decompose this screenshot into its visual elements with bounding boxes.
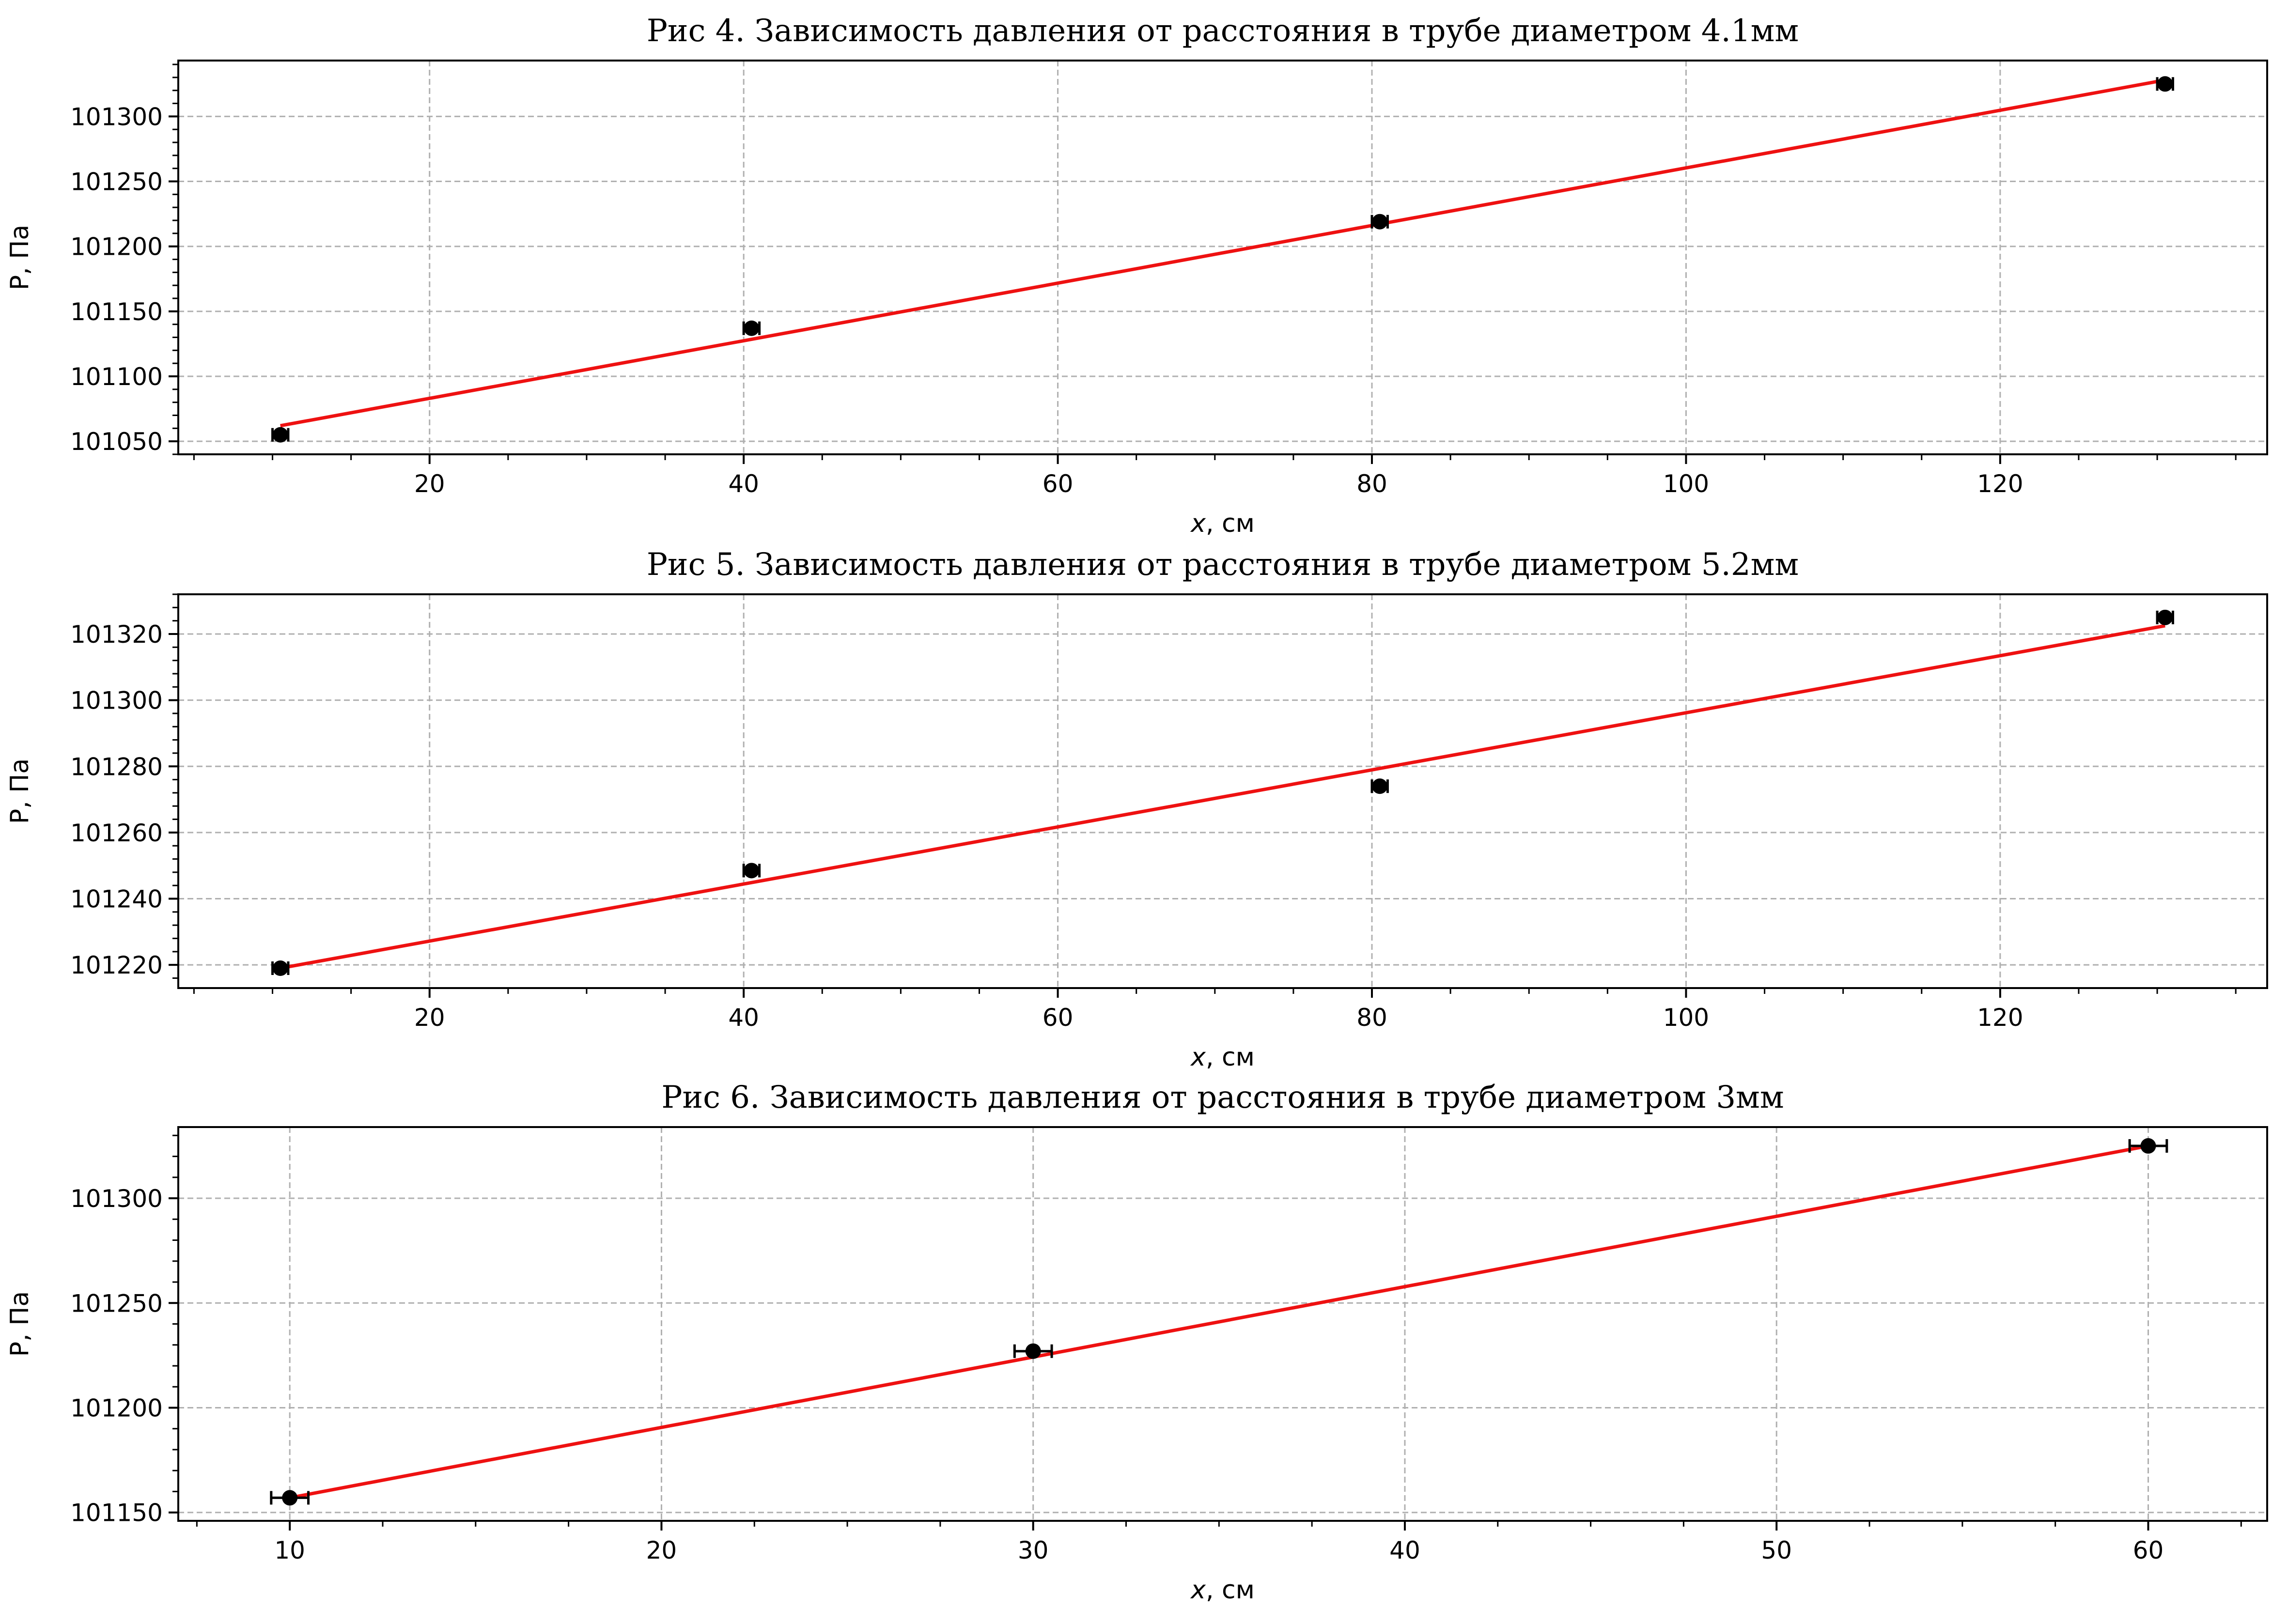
x-tick-label: 40 [728, 1004, 759, 1032]
y-tick-label: 101220 [70, 951, 163, 979]
data-point [2140, 1138, 2156, 1154]
y-tick-label: 101240 [70, 885, 163, 913]
x-tick-label: 20 [414, 1004, 445, 1032]
chart-panel-3: 10 20 30 40 50 60 101150 101200 101250 101300 Рис … [5, 1080, 2268, 1605]
data-point [282, 1490, 298, 1506]
x-tick-label: 50 [1761, 1536, 1792, 1564]
x-tick-label: 40 [728, 470, 759, 498]
x-tick-label: 100 [1663, 470, 1709, 498]
x-tick-label: 60 [2133, 1536, 2164, 1564]
data-point [1025, 1343, 1041, 1359]
y-tick-label: 101050 [70, 428, 163, 456]
fit-line [289, 1144, 2149, 1500]
x-axis-label-unit: , см [1206, 1576, 1255, 1605]
plot-frame [177, 593, 2268, 989]
data-point [272, 960, 288, 976]
x-tick-label: 20 [414, 470, 445, 498]
x-axis-label-variable: x [1190, 509, 1206, 538]
y-tick-label: 101300 [70, 1185, 163, 1213]
x-axis-label-unit: , см [1206, 509, 1255, 538]
chart-panel-2: 20 40 60 80 100 120 101220 101240 101260 101280 10… [5, 547, 2268, 1072]
data-point [1372, 778, 1388, 794]
y-tick-label: 101280 [70, 753, 163, 781]
x-tick-label: 60 [1043, 1004, 1074, 1032]
x-tick-label: 120 [1977, 1004, 2023, 1032]
y-tick-label: 101200 [70, 1394, 163, 1422]
y-tick-label: 101260 [70, 819, 163, 847]
x-tick-label: 20 [646, 1536, 677, 1564]
chart-title: Рис 4. Зависимость давления от расстояни… [647, 13, 1799, 49]
x-axis-label: x, см [1190, 509, 1255, 538]
x-tick-label: 30 [1018, 1536, 1049, 1564]
y-tick-label: 101250 [70, 1289, 163, 1317]
charts-container: 20 40 60 80 100 12010105010110010115010120010… [5, 13, 2268, 1605]
fit-line [280, 78, 2165, 428]
x-axis-label-variable: x [1190, 1043, 1206, 1072]
chart-title: Рис 5. Зависимость давления от расстояни… [647, 547, 1799, 583]
data-point [272, 427, 288, 443]
y-tick-label: 101320 [70, 620, 163, 649]
y-tick-label: 101300 [70, 103, 163, 131]
y-axis-label: P, Па [5, 1291, 34, 1357]
data-point [744, 863, 760, 879]
y-tick-label: 101100 [70, 363, 163, 391]
x-axis-label-variable: x [1190, 1576, 1206, 1605]
x-tick-label: 80 [1356, 1004, 1387, 1032]
x-axis-label-unit: , см [1206, 1043, 1255, 1072]
x-tick-label: 40 [1389, 1536, 1420, 1564]
fit-line [280, 624, 2165, 970]
data-point [1372, 214, 1388, 230]
data-point [744, 320, 760, 336]
plot-frame [177, 60, 2268, 455]
y-tick-label: 101300 [70, 687, 163, 715]
data-point [2157, 76, 2173, 92]
y-tick-label: 101250 [70, 168, 163, 196]
y-tick-label: 101150 [70, 298, 163, 326]
y-tick-label: 101150 [70, 1499, 163, 1527]
x-tick-label: 120 [1977, 470, 2023, 498]
x-axis-label: x, см [1190, 1043, 1255, 1072]
chart-title: Рис 6. Зависимость давления от расстояни… [661, 1080, 1784, 1115]
x-tick-label: 100 [1663, 1004, 1709, 1032]
data-point [2157, 609, 2173, 625]
y-tick-label: 101200 [70, 233, 163, 261]
y-axis-label: P, Па [5, 225, 34, 290]
y-axis-label: P, Па [5, 758, 34, 824]
plot-frame [177, 1126, 2268, 1522]
x-axis-label: x, см [1190, 1576, 1255, 1605]
chart-panel-1: 20 40 60 80 100 120 101050 101100 101150 101200 10… [5, 13, 2268, 538]
x-tick-label: 10 [274, 1536, 305, 1564]
x-tick-label: 80 [1356, 470, 1387, 498]
x-tick-label: 60 [1043, 470, 1074, 498]
